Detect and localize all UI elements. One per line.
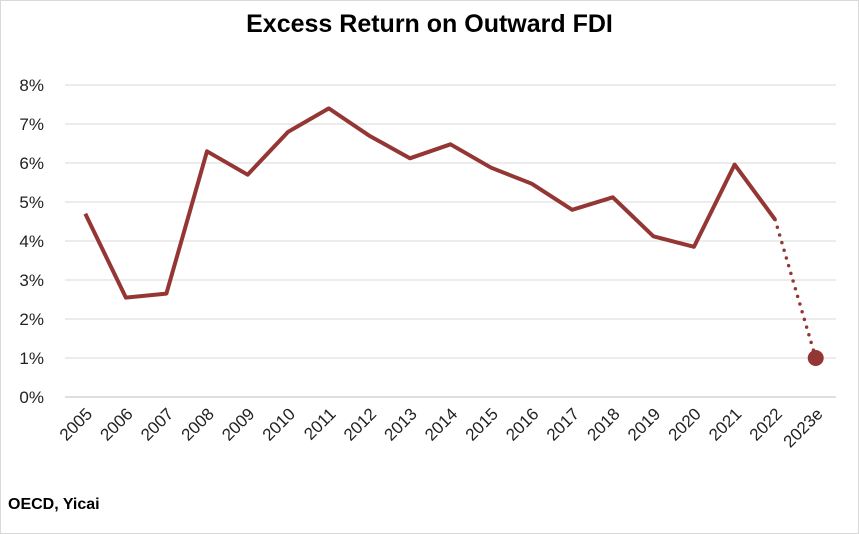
x-tick-label: 2010 xyxy=(259,404,299,444)
x-tick-label: 2020 xyxy=(665,404,705,444)
x-tick-label: 2016 xyxy=(502,404,542,444)
y-tick-labels: 0% 1% 2% 3% 4% 5% 6% 7% 8% xyxy=(19,76,44,407)
y-tick-label: 8% xyxy=(19,76,44,95)
x-tick-label: 2012 xyxy=(340,404,380,444)
y-tick-label: 0% xyxy=(19,388,44,407)
forecast-series-line xyxy=(773,217,818,360)
y-tick-label: 1% xyxy=(19,349,44,368)
x-tick-label: 2005 xyxy=(56,404,96,444)
y-tick-label: 6% xyxy=(19,154,44,173)
x-tick-label: 2023e xyxy=(780,404,827,451)
y-tick-label: 4% xyxy=(19,232,44,251)
series-line xyxy=(83,106,777,300)
x-tick-label: 2017 xyxy=(543,404,583,444)
x-tick-label: 2014 xyxy=(421,404,461,444)
source-note: OECD, Yicai xyxy=(8,496,100,513)
x-tick-label: 2011 xyxy=(300,404,339,443)
x-tick-label: 2018 xyxy=(583,404,623,444)
x-tick-label: 2009 xyxy=(218,404,258,444)
x-tick-label: 2015 xyxy=(462,404,502,444)
y-tick-label: 2% xyxy=(19,310,44,329)
series-lines xyxy=(83,106,824,366)
x-tick-label: 2007 xyxy=(137,404,177,444)
x-tick-labels: 2005 2006 2007 2008 2009 2010 2011 2012 2013 2014… xyxy=(56,404,827,451)
y-tick-label: 7% xyxy=(19,115,44,134)
x-tick-label: 2013 xyxy=(381,404,421,444)
x-tick-label: 2021 xyxy=(705,404,745,444)
y-tick-label: 5% xyxy=(19,193,44,212)
x-tick-label: 2006 xyxy=(97,404,137,444)
chart-title: Excess Return on Outward FDI xyxy=(246,10,613,38)
x-tick-label: 2019 xyxy=(624,404,664,444)
x-tick-label: 2008 xyxy=(178,404,218,444)
y-tick-label: 3% xyxy=(19,271,44,290)
forecast-point-marker xyxy=(807,350,824,366)
